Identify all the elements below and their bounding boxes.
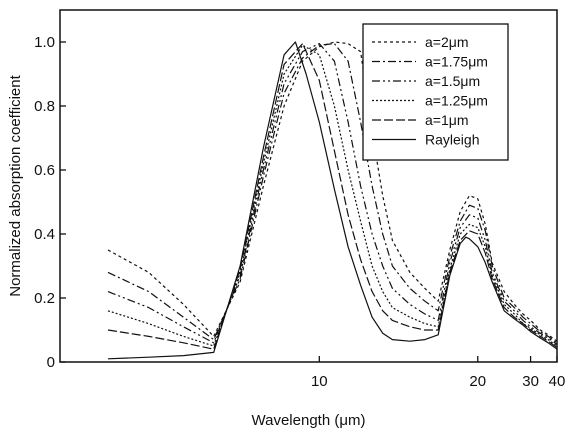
plot-area-frame (59, 9, 558, 363)
x-tick-label: 40 (549, 373, 566, 390)
y-tick-label: 1.0 (34, 34, 55, 51)
y-tick-label: 0.4 (34, 226, 55, 243)
x-tick-label: 20 (469, 373, 486, 390)
x-axis-title: Wavelength (μm) (252, 412, 366, 429)
legend-label: a=1.5μm (425, 73, 480, 89)
x-tick-label: 10 (311, 373, 328, 390)
series-line (107, 43, 558, 344)
legend-label: a=1.75μm (425, 54, 488, 70)
x-tick-label: 30 (522, 373, 539, 390)
legend: a=2μm a=1.75μm a=1.5μm a=1.25μm a=1μm Rayleig… (362, 23, 509, 161)
y-tick-label: 0.2 (34, 290, 55, 307)
y-tick-label: 0 (47, 354, 55, 371)
y-axis-title: Normalized absorption coefficient (7, 74, 24, 296)
axis-ticks: 0 0.2 0.4 0.6 0.8 1.0 10 20 30 40 (34, 34, 565, 390)
series-line (107, 41, 558, 360)
series-line (107, 41, 558, 342)
series-line (107, 43, 558, 345)
series-group (107, 41, 558, 360)
legend-label: a=1.25μm (425, 93, 488, 109)
legend-label: Rayleigh (425, 132, 479, 148)
y-tick-label: 0.6 (34, 162, 55, 179)
y-tick-label: 0.8 (34, 98, 55, 115)
series-line (107, 43, 558, 350)
legend-label: a=2μm (425, 34, 468, 50)
legend-box (362, 23, 509, 161)
series-line (107, 44, 558, 347)
legend-label: a=1μm (425, 112, 468, 128)
